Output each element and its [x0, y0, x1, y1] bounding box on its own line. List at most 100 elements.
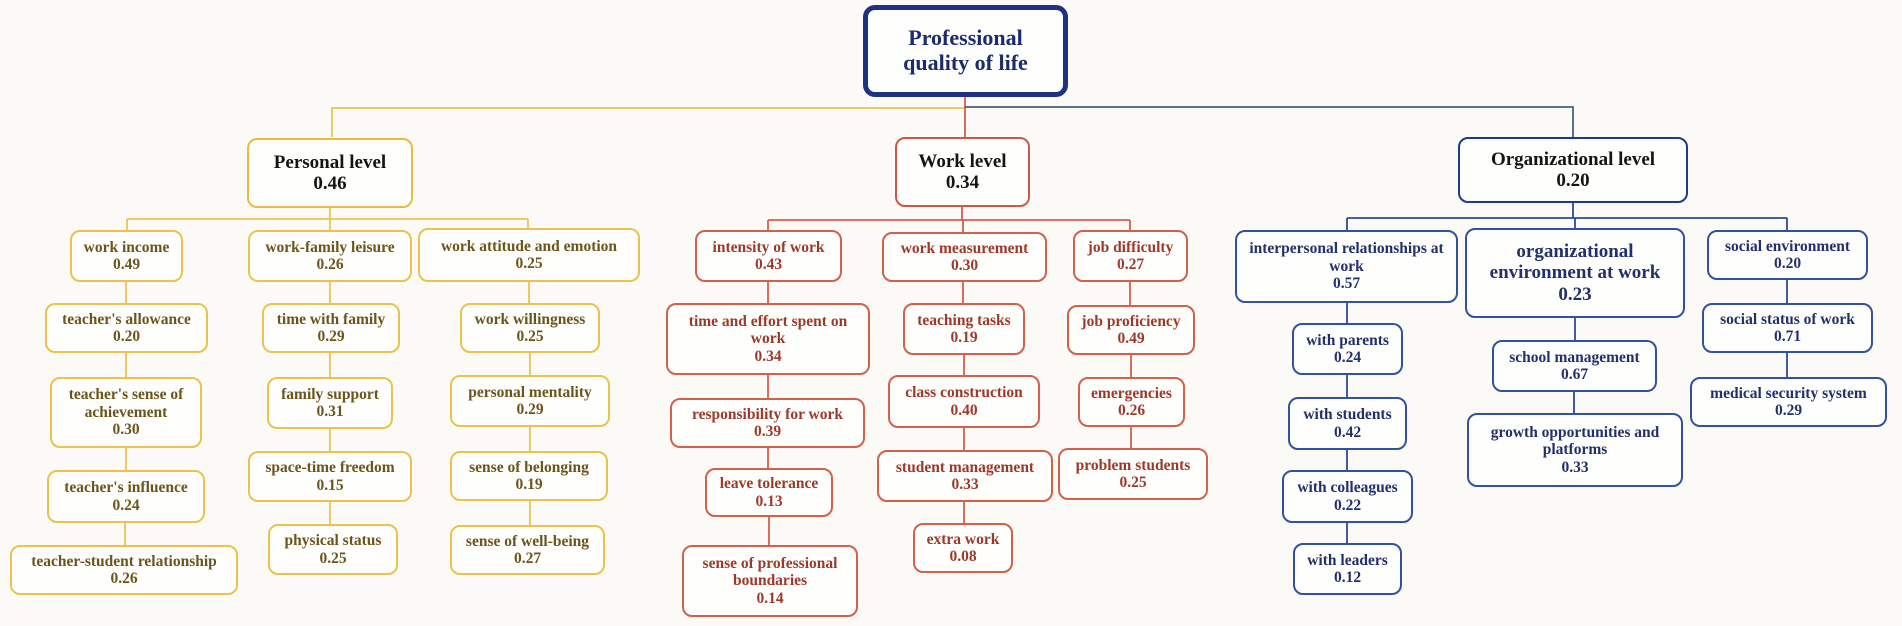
node-work-measurement: work measurement 0.30 [882, 232, 1047, 282]
node-label: social status of work [1720, 310, 1855, 328]
node-label: space-time freedom [265, 459, 395, 476]
node-student-management: student management 0.33 [877, 450, 1053, 502]
node-space-time-freedom: space-time freedom 0.15 [248, 451, 412, 502]
node-social-status-of-work: social status of work 0.71 [1702, 303, 1873, 353]
node-value: 0.29 [317, 328, 345, 345]
node-label: social environment [1725, 237, 1850, 255]
node-interpersonal-relationships-at-work: interpersonal relationships at work 0.57 [1235, 230, 1458, 303]
node-value: 0.31 [316, 403, 344, 420]
node-personal-level: Personal level 0.46 [247, 138, 413, 208]
node-leave-tolerance: leave tolerance 0.13 [705, 468, 833, 517]
node-value: 0.14 [756, 589, 784, 607]
node-value: 0.27 [513, 550, 542, 567]
node-organizational-environment-at-work: organizational environment at work 0.23 [1465, 228, 1685, 318]
node-label: intensity of work [712, 238, 825, 256]
node-with-colleagues: with colleagues 0.22 [1282, 470, 1413, 523]
node-label: class construction [905, 384, 1023, 401]
node-value: 0.27 [1116, 256, 1145, 273]
node-label: sense of well-being [465, 532, 590, 550]
node-label: emergencies [1091, 384, 1172, 402]
node-label: student management [895, 458, 1035, 476]
node-root: Professional quality of life [863, 5, 1068, 97]
node-value: 0.19 [950, 329, 978, 346]
node-label: teacher's influence [64, 479, 188, 496]
node-value: 0.13 [755, 492, 783, 510]
node-label: work willingness [474, 310, 586, 328]
node-teacher-student-relationship: teacher-student relationship 0.26 [10, 545, 238, 595]
node-value: 0.30 [112, 421, 140, 439]
node-value: 0.25 [319, 549, 347, 567]
node-label: work attitude and emotion [440, 237, 618, 255]
node-with-parents: with parents 0.24 [1292, 323, 1403, 375]
node-problem-students: problem students 0.25 [1058, 448, 1208, 500]
node-label: organizational environment at work [1489, 240, 1661, 284]
node-extra-work: extra work 0.08 [913, 523, 1013, 573]
node-label: growth opportunities and platforms [1490, 423, 1660, 459]
node-sense-of-professional-boundaries: sense of professional boundaries 0.14 [682, 545, 858, 617]
node-value: 0.20 [112, 328, 141, 345]
node-label: teaching tasks [917, 311, 1011, 329]
node-label: Work level [918, 150, 1007, 172]
node-value: 0.67 [1560, 366, 1589, 383]
node-value: 0.57 [1332, 275, 1361, 293]
node-value: 0.29 [1774, 402, 1803, 419]
node-label: Personal level [273, 151, 387, 173]
node-label: with parents [1306, 331, 1389, 349]
node-value: 0.34 [945, 172, 980, 193]
node-responsibility-for-work: responsibility for work 0.39 [670, 398, 865, 448]
node-school-management: school management 0.67 [1492, 340, 1657, 392]
node-label: leave tolerance [719, 475, 819, 492]
node-value: 0.20 [1556, 170, 1590, 191]
node-work-attitude-and-emotion: work attitude and emotion 0.25 [418, 228, 640, 282]
node-job-proficiency: job proficiency 0.49 [1067, 305, 1195, 355]
node-value: 0.46 [313, 173, 347, 194]
node-value: 0.25 [516, 328, 544, 345]
node-work-family-leisure: work-family leisure 0.26 [248, 230, 412, 282]
node-time-and-effort-spent-on-work: time and effort spent on work 0.34 [666, 303, 870, 375]
node-label: work-family leisure [265, 238, 395, 256]
node-value: 0.23 [1558, 283, 1592, 305]
node-label: time with family [276, 310, 386, 328]
node-value: 0.24 [112, 496, 140, 514]
node-sense-of-belonging: sense of belonging 0.19 [450, 451, 608, 501]
node-label: medical security system [1710, 384, 1867, 402]
node-family-support: family support 0.31 [267, 377, 393, 429]
node-label: job proficiency [1081, 312, 1181, 330]
node-label: with leaders [1307, 551, 1388, 569]
node-label: family support [281, 385, 379, 403]
node-emergencies: emergencies 0.26 [1078, 377, 1185, 427]
node-value: 0.34 [754, 347, 782, 365]
node-label: teacher's allowance [62, 310, 191, 328]
node-label: sense of belonging [469, 458, 589, 476]
node-label: teacher-student relationship [31, 552, 217, 570]
node-value: 0.29 [516, 401, 544, 418]
node-teachers-allowance: teacher's allowance 0.20 [45, 303, 208, 353]
node-value: 0.33 [1561, 458, 1589, 476]
node-value: 0.25 [515, 255, 543, 272]
node-medical-security-system: medical security system 0.29 [1690, 377, 1887, 427]
node-social-environment: social environment 0.20 [1707, 230, 1868, 280]
node-time-with-family: time with family 0.29 [262, 303, 400, 353]
node-value: 0.24 [1333, 349, 1362, 366]
node-growth-opportunities-and-platforms: growth opportunities and platforms 0.33 [1467, 413, 1683, 487]
node-value: 0.33 [951, 476, 979, 493]
node-value: 0.22 [1333, 496, 1362, 514]
node-value: 0.08 [949, 548, 977, 565]
node-label: extra work [926, 530, 1000, 548]
node-label: with colleagues [1297, 479, 1398, 496]
node-label: time and effort spent on work [688, 312, 848, 348]
node-label: physical status [284, 532, 382, 549]
node-label: teacher's sense of achievement [68, 386, 184, 421]
node-value: 0.20 [1773, 255, 1802, 272]
node-value: 0.49 [112, 256, 141, 273]
node-value: 0.26 [1117, 402, 1146, 419]
node-label: school management [1509, 348, 1640, 366]
node-label: responsibility for work [692, 405, 843, 423]
node-organizational-level: Organizational level 0.20 [1458, 137, 1688, 203]
node-personal-mentality: personal mentality 0.29 [450, 375, 610, 427]
node-label: with students [1303, 406, 1392, 423]
node-value: 0.71 [1773, 328, 1802, 345]
node-value: 0.25 [1119, 474, 1147, 491]
node-label: Professional quality of life [903, 25, 1028, 75]
node-job-difficulty: job difficulty 0.27 [1073, 230, 1188, 282]
